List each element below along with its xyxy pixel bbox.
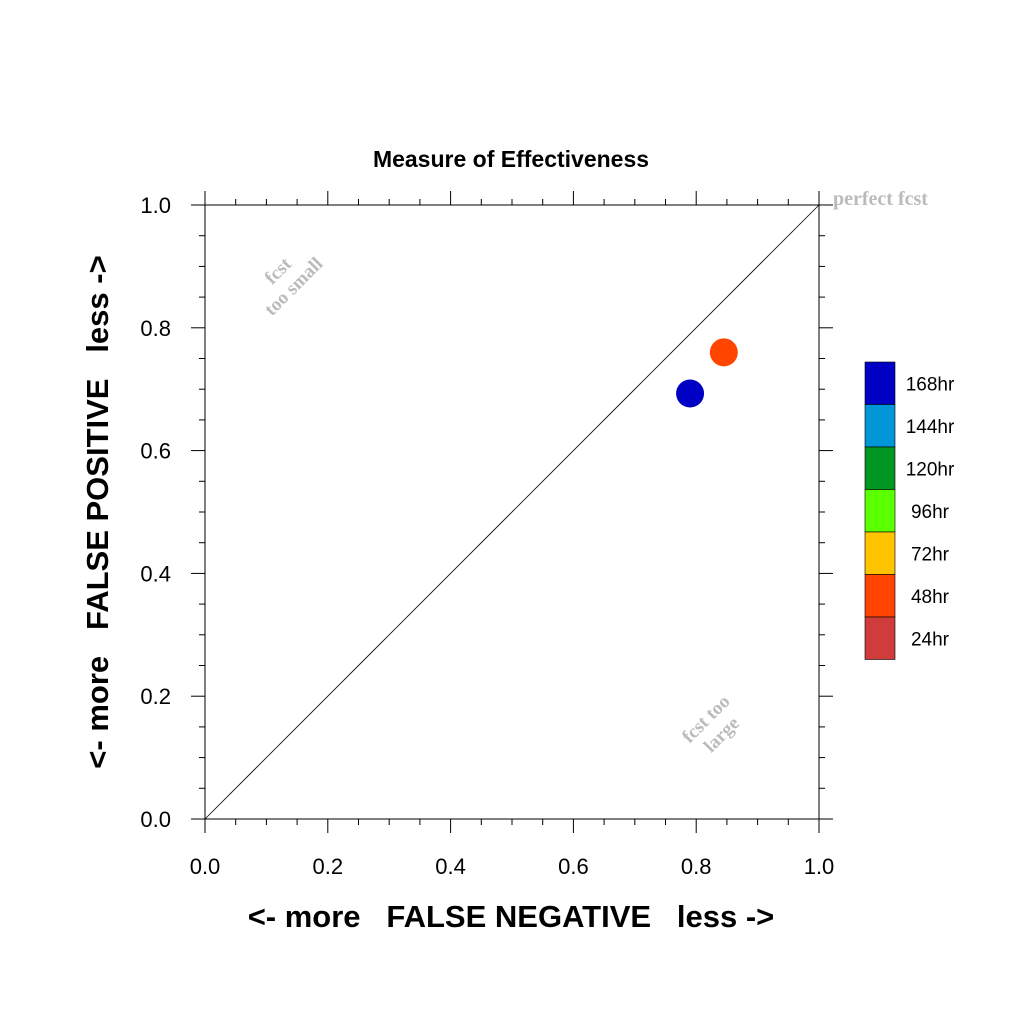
x-tick-label: 0.6 <box>558 854 589 879</box>
x-tick-label: 1.0 <box>804 854 835 879</box>
legend-label-120hr: 120hr <box>906 459 955 480</box>
legend: 168hr 144hr 120hr 96hr 72hr 48hr 24hr <box>864 361 955 660</box>
legend-swatch-168hr <box>864 361 896 405</box>
x-axis-ticks: 0.0 0.2 0.4 0.6 0.8 1.0 <box>190 191 835 879</box>
legend-label-96hr: 96hr <box>911 502 950 523</box>
y-tick-label: 0.4 <box>140 561 171 586</box>
legend-label-48hr: 48hr <box>911 587 950 608</box>
legend-label-24hr: 24hr <box>911 629 950 650</box>
legend-swatch-120hr <box>864 446 896 490</box>
legend-label-72hr: 72hr <box>911 544 950 565</box>
data-points <box>676 338 738 408</box>
legend-swatch-48hr <box>864 574 896 618</box>
x-axis-label: <- more FALSE NEGATIVE less -> <box>248 899 775 934</box>
x-tick-label: 0.4 <box>435 854 466 879</box>
legend-swatch-96hr <box>864 489 896 533</box>
chart-title: Measure of Effectiveness <box>373 146 649 172</box>
legend-label-168hr: 168hr <box>906 374 955 395</box>
legend-swatch-72hr <box>864 531 896 575</box>
x-tick-label: 0.2 <box>313 854 344 879</box>
data-point-168hr <box>676 379 705 408</box>
y-tick-label: 1.0 <box>140 193 171 218</box>
y-tick-label: 0.6 <box>140 439 171 464</box>
reference-line <box>204 204 820 820</box>
y-tick-label: 0.0 <box>140 807 171 832</box>
x-tick-label: 0.0 <box>190 854 221 879</box>
y-axis-label: <- more FALSE POSITIVE less -> <box>80 255 115 768</box>
minor-ticks <box>199 199 825 825</box>
y-tick-label: 0.8 <box>140 316 171 341</box>
x-tick-label: 0.8 <box>681 854 712 879</box>
data-point-48hr <box>709 338 738 367</box>
legend-swatch-144hr <box>864 404 896 448</box>
annotation-perfect-fcst: perfect fcst <box>833 188 928 210</box>
legend-label-144hr: 144hr <box>906 417 955 438</box>
plot-area: 0.0 0.2 0.4 0.6 0.8 1.0 0.0 0.2 0.4 0.6 0.8 1.0 <box>140 191 834 879</box>
y-axis-ticks: 0.0 0.2 0.4 0.6 0.8 1.0 <box>140 193 833 832</box>
legend-swatch-24hr <box>864 616 896 660</box>
y-tick-label: 0.2 <box>140 684 171 709</box>
